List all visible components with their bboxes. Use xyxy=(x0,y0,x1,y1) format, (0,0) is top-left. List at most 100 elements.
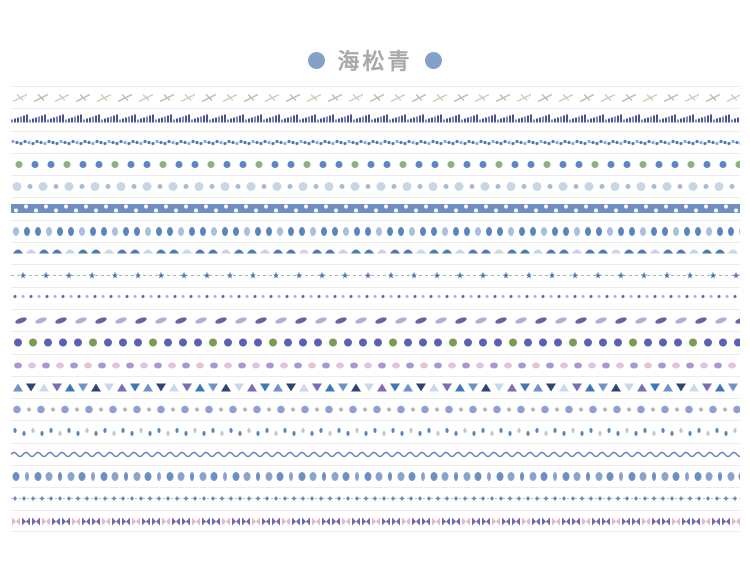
raindrop-mark xyxy=(58,431,62,437)
vine-mark xyxy=(307,141,311,145)
vine-mark xyxy=(339,140,343,144)
butterfly-mark xyxy=(582,517,590,526)
tulip-mark xyxy=(718,472,722,482)
umbrella-bird-mark xyxy=(442,249,452,254)
grass-pattern xyxy=(11,114,739,123)
feather-mark xyxy=(675,317,687,324)
grass-mark xyxy=(452,116,454,123)
grass-mark xyxy=(137,119,139,123)
umbrella-bird-mark xyxy=(169,249,179,254)
grass-mark xyxy=(476,114,478,123)
tape-strip-polka-dot-band xyxy=(11,197,740,219)
scatter-star-mark xyxy=(173,294,177,298)
flower-leaf-mark xyxy=(335,160,343,168)
bubble-mark xyxy=(298,182,308,192)
bubble-mark xyxy=(157,184,163,190)
diamond-dash-mark xyxy=(193,496,197,502)
tape-strip-umbrella-bird xyxy=(11,242,740,264)
vine-mark xyxy=(491,139,495,143)
raindrop-mark xyxy=(238,431,242,437)
grass-mark xyxy=(608,118,610,123)
butterfly-mark xyxy=(712,517,720,526)
bubble-mark xyxy=(391,184,397,190)
raindrop-mark xyxy=(454,431,458,437)
hydrangea-mark xyxy=(397,405,405,414)
grass-mark xyxy=(569,119,571,123)
vine-mark xyxy=(255,140,259,144)
butterfly-mark xyxy=(222,517,230,526)
polka-dot-band-mark xyxy=(214,208,218,213)
umbrella-bird-mark xyxy=(260,249,270,254)
scatter-star-mark xyxy=(221,294,225,298)
raindrop-mark xyxy=(157,428,161,434)
grass-mark xyxy=(248,118,250,123)
raindrop-mark xyxy=(589,428,593,434)
polka-dot-band-mark xyxy=(234,208,238,213)
vine-mark xyxy=(191,139,195,143)
hydrangea-mark xyxy=(339,407,343,412)
dragonfly-mark xyxy=(264,93,280,103)
leaf-drop-pattern xyxy=(13,226,740,236)
vine-mark xyxy=(591,140,595,144)
triangle-mark xyxy=(702,383,712,392)
hydrangea-mark xyxy=(195,407,199,412)
feather-mark xyxy=(235,317,247,324)
polka-dot-band-mark xyxy=(684,204,688,209)
vine-mark xyxy=(131,139,135,143)
butterfly-mark xyxy=(342,517,350,526)
tape-strip-star-dash xyxy=(11,264,740,286)
grass-mark xyxy=(380,116,382,123)
leaf-drop-mark xyxy=(332,226,338,236)
iris-mark xyxy=(179,338,187,347)
butterfly-pattern xyxy=(12,517,740,526)
polka-dot-band-mark xyxy=(544,204,548,209)
flower-leaf-mark xyxy=(79,160,87,168)
butterfly-mark xyxy=(612,517,620,526)
triangle-mark xyxy=(143,383,153,392)
feather-mark xyxy=(315,317,327,324)
dragonfly-mark xyxy=(558,93,574,103)
butterfly-mark xyxy=(572,517,580,526)
umbrella-bird-mark xyxy=(312,249,322,254)
dragonfly-mark xyxy=(306,93,322,103)
raindrop-mark xyxy=(265,428,269,434)
tulip-mark xyxy=(91,472,95,482)
leaf-drop-mark xyxy=(46,226,52,236)
diamond-dash-mark xyxy=(202,496,206,502)
dragonfly-mark xyxy=(96,93,112,103)
bubble-mark xyxy=(480,182,490,192)
flower-leaf-mark xyxy=(559,160,567,168)
grass-mark xyxy=(251,117,253,123)
leaf-drop-mark xyxy=(101,226,107,236)
butterfly-mark xyxy=(352,517,360,526)
hydrangea-mark xyxy=(709,405,717,414)
bubble-mark xyxy=(547,184,553,190)
grass-mark xyxy=(266,118,268,123)
vine-mark xyxy=(239,139,243,143)
raindrop-mark xyxy=(436,431,440,437)
diamond-dash-mark xyxy=(238,496,242,502)
dragonfly-mark xyxy=(516,93,532,103)
raindrop-mark xyxy=(67,428,71,434)
diamond-dash-mark xyxy=(67,496,71,502)
hydrangea-pattern xyxy=(13,405,740,414)
diamond-dash-mark xyxy=(346,496,350,502)
umbrella-bird-mark xyxy=(585,249,595,254)
polka-dot-band-mark xyxy=(384,204,388,209)
right-dot-icon xyxy=(424,51,442,69)
dragonfly-mark xyxy=(453,93,469,103)
raindrop-mark xyxy=(31,428,35,434)
triangle-mark xyxy=(416,383,426,392)
polka-dot-band-mark xyxy=(344,204,348,209)
feather-mark xyxy=(135,317,147,324)
raindrop-mark xyxy=(598,431,602,437)
diamond-dash-mark xyxy=(22,496,26,502)
petal-mark xyxy=(434,362,442,369)
raindrop-mark xyxy=(355,428,359,434)
flower-leaf-mark xyxy=(703,160,711,168)
leaf-drop-mark xyxy=(321,226,327,236)
petal-mark xyxy=(630,362,638,369)
polka-dot-band-mark xyxy=(564,204,568,209)
umbrella-bird-mark xyxy=(559,249,569,254)
flower-leaf-mark xyxy=(719,160,727,168)
